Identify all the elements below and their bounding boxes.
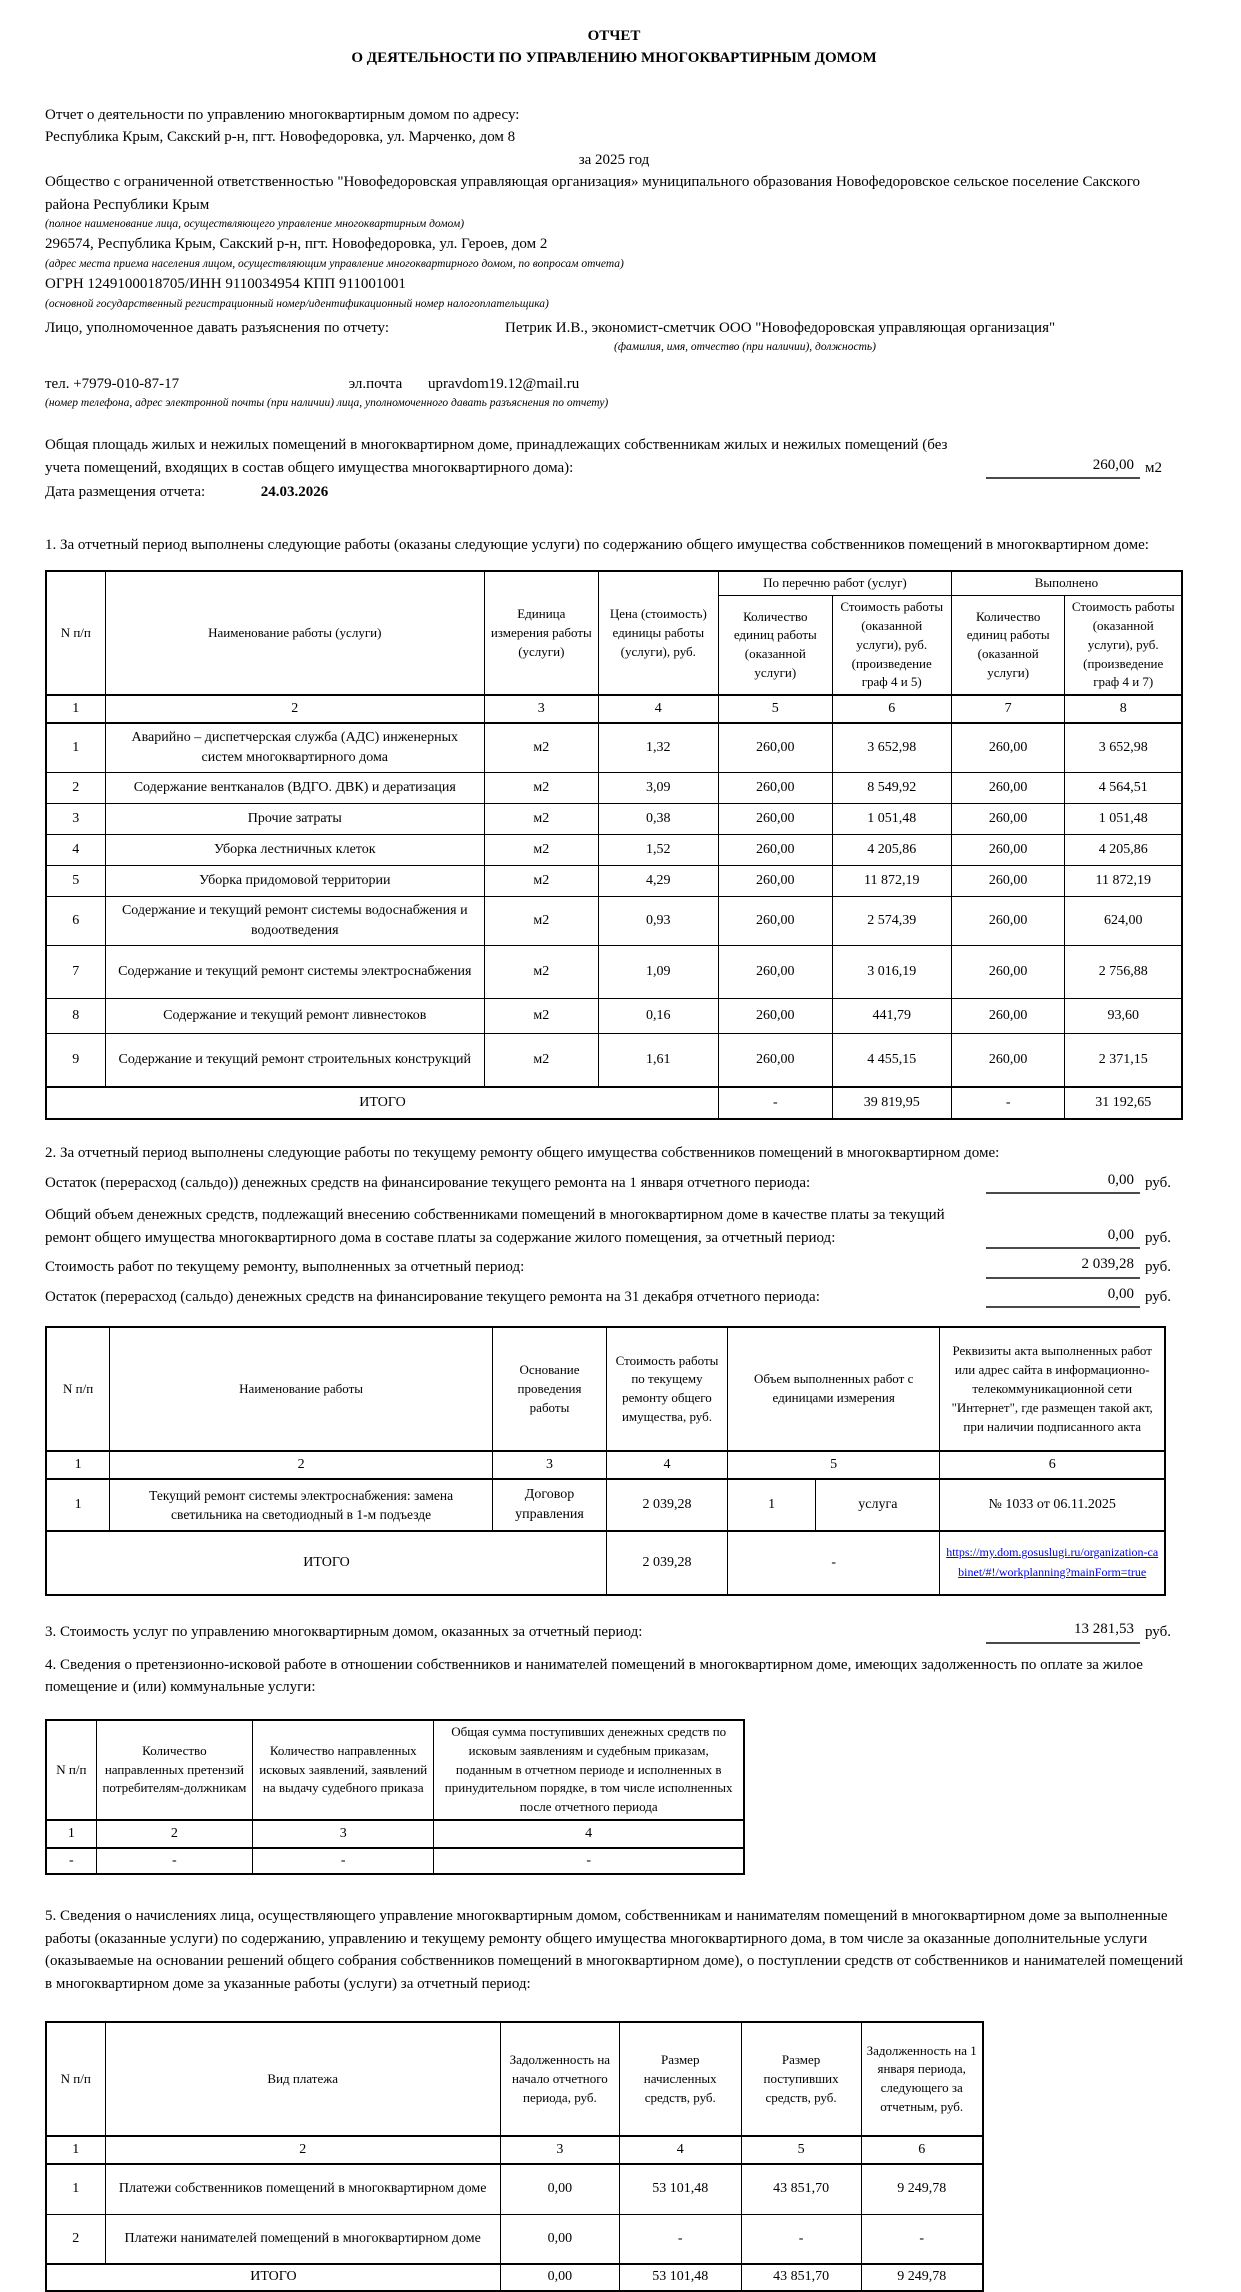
report-title: ОТЧЕТ О ДЕЯТЕЛЬНОСТИ ПО УПРАВЛЕНИЮ МНОГО… — [45, 26, 1183, 70]
col-volume: Объем выполненных работ с единицами изме… — [726, 1326, 941, 1452]
col-debt-end: Задолженность на 1 января периода, следу… — [860, 2021, 984, 2137]
total-area-row: Общая площадь жилых и нежилых помещений … — [45, 434, 1183, 480]
col-group-planned: По перечню работ (услуг) — [718, 570, 952, 597]
col-npp: N п/п — [45, 1719, 97, 1821]
phone: тел. +7979-010-87-17 — [45, 375, 180, 392]
org-address-note: (адрес места приема населения лицом, осу… — [45, 257, 624, 270]
col-price: Цена (стоимость) единицы работы (услуги)… — [597, 570, 720, 696]
current-repair-table: N п/п Наименование работы Основание пров… — [45, 1326, 1166, 1597]
table-row: 6 Содержание и текущий ремонт системы вод… — [45, 896, 1183, 947]
report-intro: Отчет о деятельности по управлению много… — [45, 106, 520, 123]
report-period: за 2025 год — [578, 151, 650, 168]
col-sum: Общая сумма поступивших денежных средств… — [433, 1719, 745, 1821]
contact-label: Лицо, уполномоченное давать разъяснения … — [45, 319, 390, 336]
col-received: Размер поступивших средств, руб. — [740, 2021, 862, 2137]
ogrn-inn-kpp: ОГРН 1249100018705/ИНН 9110034954 КПП 91… — [45, 276, 406, 292]
table-row: 4 Уборка лестничных клеток м2 1,52 260,00 4… — [45, 834, 1183, 867]
report-date-value: 24.03.2026 — [260, 484, 329, 501]
col-payment-type: Вид платежа — [104, 2021, 501, 2137]
total-label: ИТОГО — [45, 2263, 501, 2292]
contact-person: Петрик И.В., экономист-сметчик ООО "Ново… — [505, 319, 1056, 336]
balance-end-value: 0,00 — [986, 1283, 1140, 1309]
building-address: Республика Крым, Сакский р-н, пгт. Новоф… — [45, 129, 516, 145]
col-qty-done: Количество единиц работы (оказанной услу… — [950, 595, 1066, 696]
payments-table: N п/п Вид платежа Задолженность на начал… — [45, 2021, 984, 2292]
table-row: 1 Платежи собственников помещений в мног… — [45, 2163, 984, 2215]
email-label: эл.почта — [348, 375, 403, 392]
table-total-row: ИТОГО 0,00 53 101,48 43 851,70 9 249,78 — [45, 2263, 984, 2292]
management-cost-row: 3. Стоимость услуг по управлению многокв… — [45, 1618, 1183, 1644]
table-row: -- -- — [45, 1847, 745, 1875]
col-claims: Количество направленных претензий потреб… — [95, 1719, 254, 1821]
table-total-row: ИТОГО - 39 819,95 - 31 192,65 — [45, 1086, 1183, 1120]
col-work-name: Наименование работы — [109, 1326, 493, 1452]
col-accrued: Размер начисленных средств, руб. — [618, 2021, 742, 2137]
table-total-row: ИТОГО 2 039,28 - https://my.dom.gosuslug… — [45, 1530, 1166, 1596]
repair-cost-value: 2 039,28 — [986, 1253, 1140, 1279]
col-suits: Количество направленных исковых заявлени… — [252, 1719, 435, 1821]
report-title-line1: ОТЧЕТ — [587, 28, 641, 44]
table-row: 7 Содержание и текущий ремонт системы эле… — [45, 945, 1183, 1000]
contact-note: (фамилия, имя, отчество (при наличии), д… — [614, 341, 876, 354]
report-date-row: Дата размещения отчета: 24.03.2026 — [45, 481, 1183, 504]
table-row: 1 Текущий ремонт системы электроснабжени… — [45, 1478, 1166, 1532]
ogrn-note: (основной государственный регистрационны… — [45, 297, 549, 310]
col-npp: N п/п — [45, 2021, 106, 2137]
total-label: ИТОГО — [45, 1530, 608, 1596]
email-value: upravdom19.12@mail.ru — [427, 375, 580, 392]
table-row: 8 Содержание и текущий ремонт ливнестоков… — [45, 998, 1183, 1035]
report-date-label: Дата размещения отчета: — [45, 484, 206, 501]
section5-heading: 5. Сведения о начислениях лица, осуществ… — [45, 1908, 1183, 1992]
col-basis: Основание проведения работы — [491, 1326, 608, 1452]
col-npp: N п/п — [45, 1326, 111, 1452]
table-row: 5 Уборка придомовой территории м2 4,29 260… — [45, 865, 1183, 898]
phone-note: (номер телефона, адрес электронной почты… — [45, 397, 609, 409]
total-area-label: Общая площадь жилых и нежилых помещений … — [45, 437, 948, 476]
col-qty-planned: Количество единиц работы (оказанной услу… — [718, 595, 833, 696]
funds-due-row: Общий объем денежных средств, подлежащий… — [45, 1204, 1183, 1250]
col-act: Реквизиты акта выполненных работ или адр… — [939, 1326, 1166, 1452]
table-row: 1 Аварийно – диспетчерская служба (АДС) и… — [45, 722, 1183, 774]
table-row: 2 Платежи нанимателей помещений в многок… — [45, 2213, 984, 2265]
col-unit: Единица измерения работы (услуги) — [484, 570, 599, 696]
col-work-name: Наименование работы (услуги) — [104, 570, 486, 696]
col-npp: N п/п — [45, 570, 106, 696]
total-label: ИТОГО — [45, 1086, 719, 1120]
col-group-done: Выполнено — [950, 570, 1183, 597]
col-debt-start: Задолженность на начало отчетного период… — [499, 2021, 620, 2137]
col-cost-planned: Стоимость работы (оказанной услуги), руб… — [831, 595, 952, 696]
maintenance-works-table: N п/п Наименование работы (услуги) Едини… — [45, 570, 1183, 1121]
balance-start-row: Остаток (перерасход (сальдо)) денежных с… — [45, 1169, 1183, 1195]
table-row: 9 Содержание и текущий ремонт строительны… — [45, 1033, 1183, 1088]
balance-end-row: Остаток (перерасход (сальдо) денежных ср… — [45, 1283, 1183, 1309]
balance-start-value: 0,00 — [986, 1169, 1140, 1195]
section4-heading: 4. Сведения о претензионно-исковой работ… — [45, 1656, 1143, 1696]
col-cost: Стоимость работы по текущему ремонту общ… — [606, 1326, 728, 1452]
funds-due-value: 0,00 — [986, 1224, 1140, 1250]
contact-row: Лицо, уполномоченное давать разъяснения … — [45, 317, 1183, 340]
claims-table: N п/п Количество направленных претензий … — [45, 1718, 745, 1876]
org-name-note: (полное наименование лица, осуществляюще… — [45, 218, 465, 230]
section1-heading: 1. За отчетный период выполнены следующи… — [45, 536, 1149, 553]
gosuslugi-link[interactable]: https://my.dom.gosuslugi.ru/organization… — [946, 1545, 1159, 1580]
management-cost-value: 13 281,53 — [986, 1618, 1140, 1644]
repair-cost-row: Стоимость работ по текущему ремонту, вып… — [45, 1253, 1183, 1279]
total-area-value: 260,00 — [986, 454, 1140, 480]
total-area-unit: м2 — [1145, 459, 1162, 476]
org-address: 296574, Республика Крым, Сакский р-н, пг… — [45, 236, 548, 253]
section2-heading: 2. За отчетный период выполнены следующи… — [45, 1145, 1000, 1162]
phone-email-row: тел. +7979-010-87-17 эл.почта upravdom19… — [45, 373, 1183, 396]
table-row: 2 Содержание вентканалов (ВДГО. ДВК) и де… — [45, 772, 1183, 805]
table-row: 3 Прочие затраты м2 0,38 260,00 1 051,48 26… — [45, 803, 1183, 836]
col-cost-done: Стоимость работы (оказанной услуги), руб… — [1064, 595, 1183, 696]
org-name: Общество с ограниченной ответственностью… — [45, 174, 1140, 213]
management-cost-label: 3. Стоимость услуг по управлению многокв… — [45, 1624, 643, 1641]
report-title-line2: О ДЕЯТЕЛЬНОСТИ ПО УПРАВЛЕНИЮ МНОГОКВАРТИ… — [351, 49, 877, 66]
